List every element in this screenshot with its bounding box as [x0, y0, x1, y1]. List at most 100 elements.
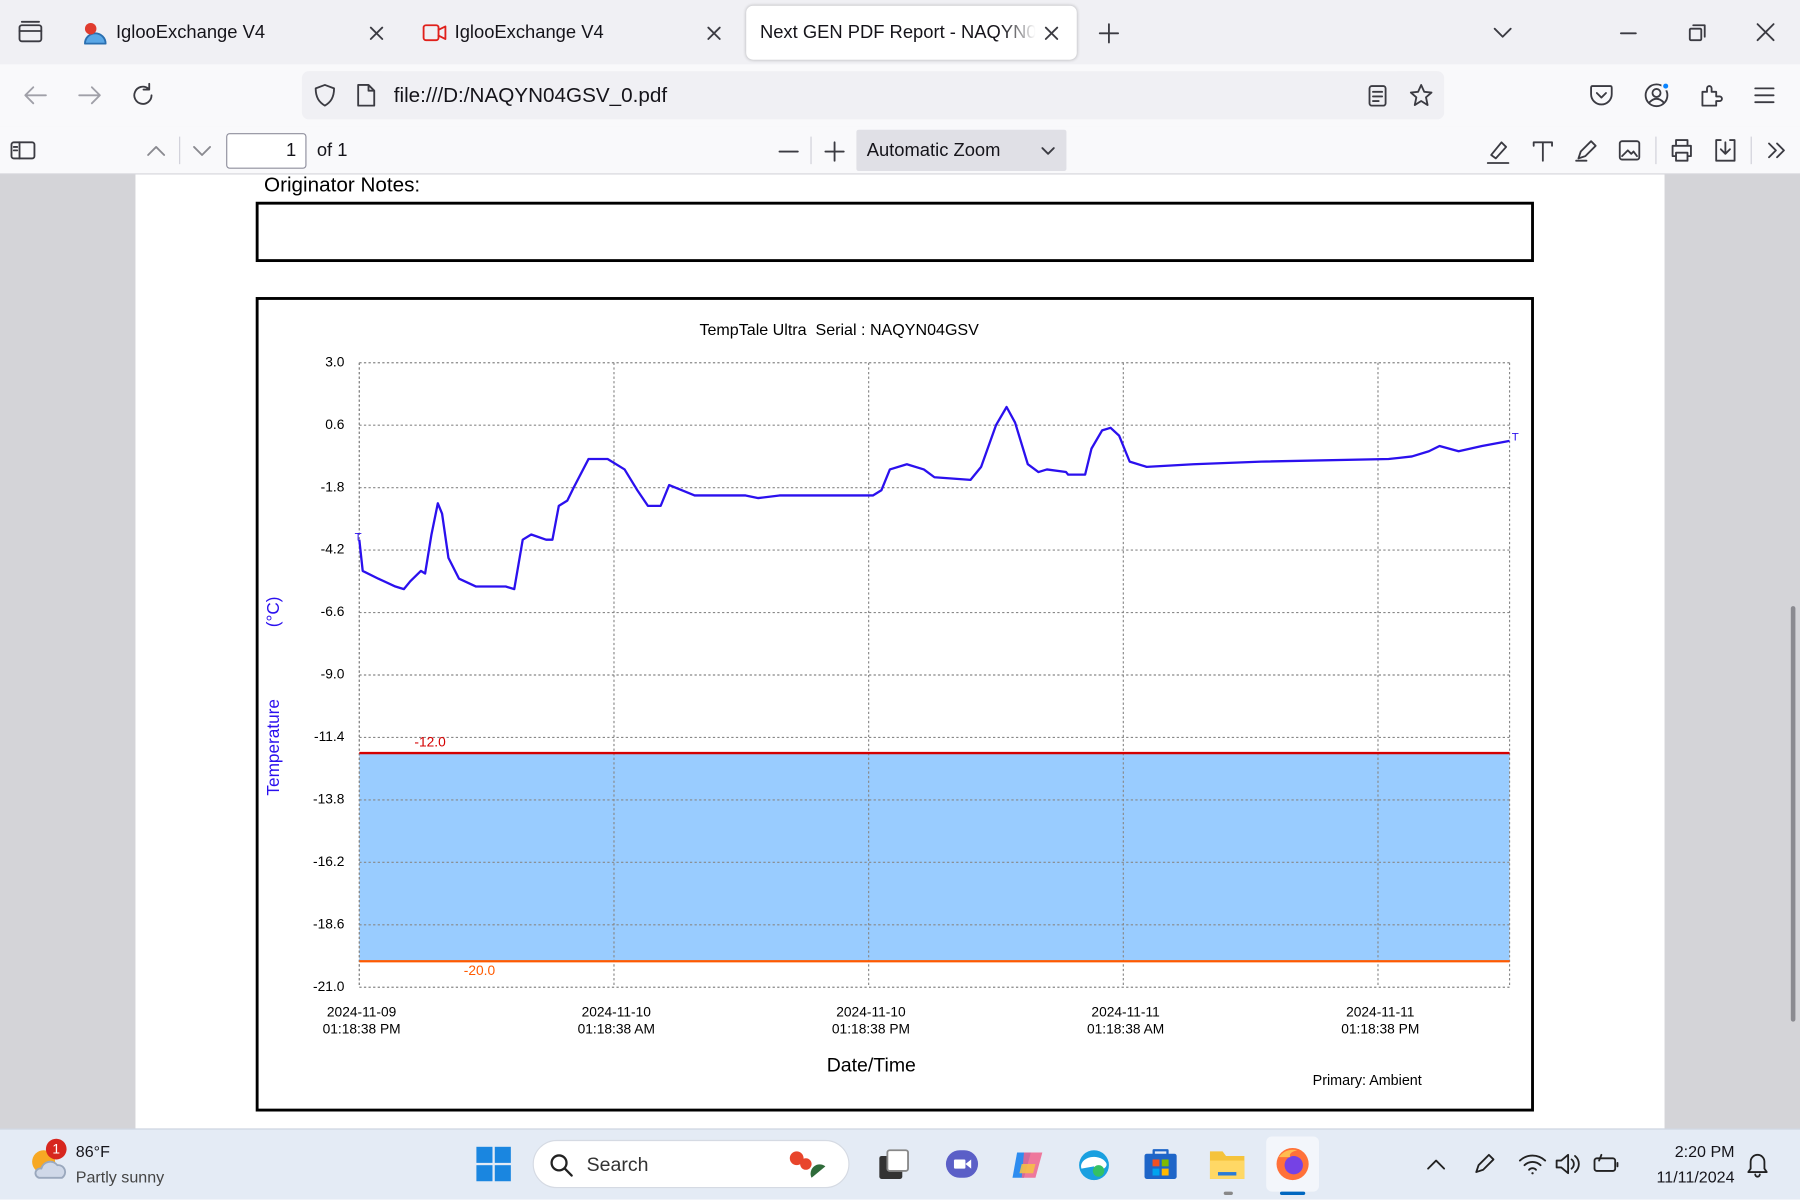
print-button[interactable]	[1670, 139, 1693, 162]
active-tab[interactable]: Next GEN PDF Report - NAQYN04G	[746, 5, 1077, 60]
close-window-button[interactable]	[1756, 23, 1775, 42]
highlight-tool[interactable]	[1486, 139, 1510, 164]
edge-icon[interactable]	[1077, 1148, 1111, 1182]
save-button[interactable]	[1714, 139, 1737, 162]
clock-time[interactable]: 2:20 PM	[1674, 1142, 1735, 1161]
tools-menu[interactable]	[1768, 142, 1786, 159]
next-page[interactable]	[193, 146, 211, 156]
pdf-toolbar: 1 of 1 Automatic Zoom	[0, 126, 1800, 175]
pocket-button[interactable]	[1590, 85, 1613, 106]
volume-icon[interactable]	[1555, 1153, 1583, 1176]
y-tick-label: 0.6	[325, 417, 344, 432]
search-placeholder: Search	[586, 1153, 649, 1176]
weather-temperature[interactable]: 86°F	[75, 1142, 110, 1161]
bookmark-star[interactable]	[1409, 84, 1433, 107]
y-tick-label: -18.6	[313, 916, 345, 931]
wifi-icon[interactable]	[1518, 1154, 1547, 1175]
chart-caption: Primary: Ambient	[1313, 1073, 1422, 1089]
y-tick-label: -11.4	[314, 729, 345, 744]
notification-badge: 1	[45, 1138, 67, 1160]
active-indicator	[1279, 1191, 1306, 1196]
draw-tool[interactable]	[1575, 139, 1598, 162]
pdf-content: Originator Notes: TempTale Ultra Serial …	[255, 174, 1534, 1112]
dropdown-arrow	[1041, 147, 1055, 155]
image-tool[interactable]	[1618, 140, 1641, 161]
tab-close[interactable]	[369, 26, 384, 40]
tracking-protection-icon[interactable]	[314, 84, 336, 107]
start-marker: T	[355, 531, 362, 543]
x-tick-label-line: 01:18:38 PM	[1341, 1021, 1419, 1036]
pdf-viewer	[0, 174, 1800, 1129]
store-icon[interactable]	[1143, 1147, 1177, 1181]
page-number-input[interactable]: 1	[226, 133, 307, 169]
zoom-select[interactable]: Automatic Zoom	[856, 129, 1067, 172]
separator	[179, 136, 181, 165]
y-axis-unit: (°C)	[263, 596, 283, 627]
y-tick-label: -21.0	[313, 979, 345, 994]
x-tick-label-line: 01:18:38 PM	[832, 1021, 910, 1036]
minimize-button[interactable]	[1619, 32, 1637, 35]
x-tick-label-line: 2024-11-10	[582, 1004, 652, 1019]
y-tick-label: -1.8	[321, 479, 345, 494]
address-bar[interactable]: file:///D:/NAQYN04GSV_0.pdf	[301, 71, 1445, 120]
zoom-value: Automatic Zoom	[866, 141, 1001, 161]
weather-condition[interactable]: Partly sunny	[75, 1167, 165, 1186]
notes-label: Originator Notes:	[264, 174, 420, 196]
task-view[interactable]	[878, 1149, 910, 1181]
previous-page[interactable]	[147, 146, 166, 156]
tab-favicon	[422, 24, 447, 42]
copilot-icon[interactable]	[1010, 1148, 1044, 1182]
y-tick-label: -13.8	[313, 792, 345, 807]
separator	[1655, 136, 1657, 165]
new-tab-button[interactable]	[1098, 23, 1120, 44]
y-tick-label: -16.2	[313, 854, 344, 869]
x-tick-label-line: 2024-11-11	[1346, 1004, 1414, 1019]
tab-title: IglooExchange V4	[115, 22, 266, 43]
tray-overflow[interactable]	[1427, 1159, 1446, 1170]
back-button[interactable]	[24, 86, 47, 105]
x-tick-label-line: 2024-11-10	[836, 1004, 906, 1019]
tab[interactable]: IglooExchange V4	[67, 7, 395, 60]
x-tick-label-line: 2024-11-11	[1091, 1004, 1159, 1019]
page-info-icon[interactable]	[357, 84, 376, 107]
forward-button[interactable]	[78, 86, 101, 105]
reader-view-icon[interactable]	[1368, 85, 1387, 107]
zoom-out[interactable]	[778, 150, 799, 153]
clock-date[interactable]: 11/11/2024	[1656, 1167, 1735, 1186]
tab-close[interactable]	[707, 26, 721, 40]
battery-icon[interactable]	[1593, 1153, 1621, 1175]
firefox-icon[interactable]	[1274, 1146, 1311, 1183]
x-tick-label: 2024-11-09 01:18:38 PM	[323, 1004, 401, 1036]
search-box[interactable]: Search	[532, 1139, 850, 1189]
separator	[810, 136, 812, 165]
list-all-tabs[interactable]	[1493, 27, 1512, 38]
account-button[interactable]	[1644, 81, 1672, 108]
text-tool[interactable]	[1532, 140, 1554, 162]
pen-menu[interactable]	[1473, 1153, 1496, 1176]
tab-title: IglooExchange V4	[454, 22, 604, 43]
tab-list-button[interactable]	[18, 20, 43, 44]
tab-close[interactable]	[1044, 26, 1059, 40]
restore-button[interactable]	[1688, 24, 1706, 42]
y-axis-label: Temperature	[263, 699, 283, 796]
temperature-line	[358, 405, 1510, 591]
x-axis-label: Date/Time	[827, 1055, 916, 1077]
tab-title: Next GEN PDF Report - NAQYN04G	[759, 22, 1036, 43]
file-explorer-icon[interactable]	[1209, 1147, 1246, 1181]
tab[interactable]: IglooExchange V4	[404, 7, 732, 60]
y-tick-label: -4.2	[321, 542, 345, 557]
y-tick-label: -9.0	[321, 667, 345, 682]
notes-box	[255, 201, 1534, 263]
threshold-label: -20.0	[464, 963, 496, 978]
start-button[interactable]	[475, 1146, 512, 1183]
teams-icon[interactable]	[945, 1148, 979, 1182]
extensions-button[interactable]	[1699, 84, 1723, 107]
x-tick-label-line: 01:18:38 AM	[1087, 1021, 1164, 1036]
url-text[interactable]: file:///D:/NAQYN04GSV_0.pdf	[393, 83, 668, 107]
reload-button[interactable]	[132, 82, 155, 107]
notification-bell[interactable]	[1746, 1153, 1769, 1178]
sidebar-toggle[interactable]	[10, 141, 36, 160]
zoom-in[interactable]	[824, 141, 845, 162]
app-menu-button[interactable]	[1754, 87, 1775, 104]
scrollbar-thumb[interactable]	[1790, 606, 1796, 1022]
